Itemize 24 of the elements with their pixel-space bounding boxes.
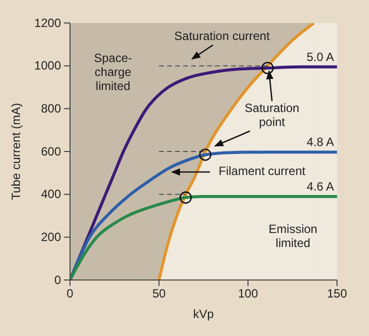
y-tick-label: 1000 (34, 58, 62, 73)
point (180, 191, 192, 204)
y-tick-label: 200 (40, 230, 62, 244)
annotation: Filament current (218, 164, 306, 178)
series-label: 5.0 A (306, 50, 334, 64)
series-label: 4.6 A (306, 179, 334, 194)
annotation: Saturation point (244, 101, 300, 129)
x-tick-label: 100 (238, 286, 258, 301)
x-tick-label: 150 (326, 286, 348, 301)
x-axis-title: kVp (193, 307, 214, 321)
y-axis-title: Tube current (mA) (9, 103, 23, 200)
annotation: Space- charge limited (94, 51, 132, 93)
y-tick-label: 1200 (34, 16, 62, 30)
point (261, 62, 274, 74)
point (199, 148, 212, 161)
y-tick-label: 800 (40, 102, 62, 116)
y-tick-label: 400 (40, 187, 62, 202)
annotation: Emission limited (268, 222, 318, 250)
y-tick-label: 0 (54, 272, 62, 287)
y-tick-label: 600 (40, 144, 62, 158)
series-label: 4.8 A (306, 135, 334, 150)
annotation: Saturation current (174, 29, 270, 43)
x-tick-label: 0 (66, 286, 74, 301)
x-tick-label: 50 (152, 286, 166, 301)
